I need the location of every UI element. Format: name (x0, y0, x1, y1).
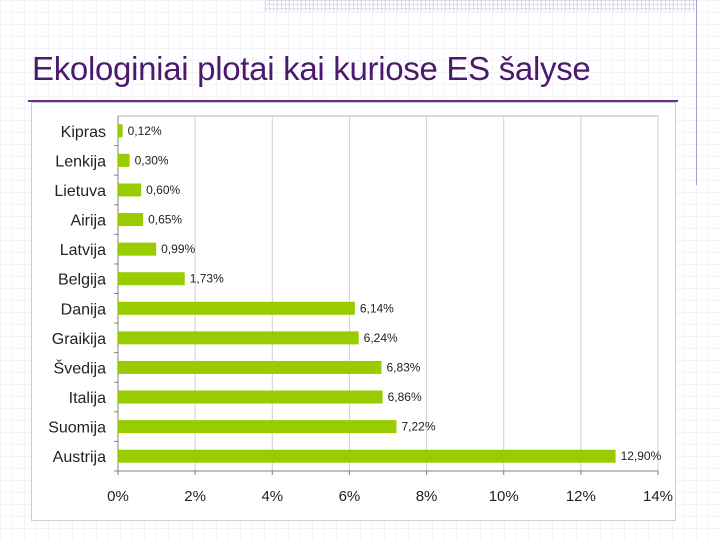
x-tick-label: 12% (566, 488, 596, 505)
bar (118, 242, 157, 256)
bar (118, 124, 123, 138)
x-tick-label: 10% (489, 488, 519, 505)
category-label: Airija (70, 213, 106, 230)
bar (118, 272, 185, 286)
x-tick-label: 2% (184, 488, 206, 505)
data-label: 0,30% (135, 153, 169, 167)
data-label: 0,60% (146, 183, 180, 197)
category-label: Graikija (52, 331, 106, 348)
category-label: Lietuva (54, 183, 106, 200)
x-tick-label: 14% (643, 488, 673, 505)
x-tick-label: 4% (261, 488, 283, 505)
category-label: Kipras (61, 124, 106, 141)
bar (118, 213, 144, 227)
x-tick-label: 6% (339, 488, 361, 505)
bar (118, 420, 397, 434)
data-label: 0,65% (148, 213, 182, 227)
decorative-vertical-line (696, 0, 697, 185)
data-label: 6,86% (388, 390, 422, 404)
category-label: Švedija (54, 358, 107, 377)
bar (118, 153, 130, 167)
bar (118, 449, 616, 463)
data-label: 0,12% (128, 124, 162, 138)
bar (118, 390, 383, 404)
data-label: 1,73% (190, 272, 224, 286)
category-label: Austrija (53, 449, 106, 466)
data-label: 6,83% (386, 360, 420, 374)
data-label: 12,90% (621, 449, 662, 463)
data-label: 6,24% (364, 331, 398, 345)
bar (118, 331, 359, 345)
category-label: Belgija (58, 272, 106, 289)
data-label: 0,99% (161, 242, 195, 256)
data-label: 7,22% (401, 420, 435, 434)
category-label: Lenkija (55, 153, 106, 170)
x-tick-label: 0% (107, 488, 129, 505)
category-label: Italija (69, 390, 106, 407)
data-label: 6,14% (360, 301, 394, 315)
title-underline (28, 100, 678, 102)
x-tick-label: 8% (416, 488, 438, 505)
bar (118, 360, 382, 374)
category-label: Danija (61, 301, 106, 318)
bar (118, 301, 355, 315)
category-label: Latvija (60, 242, 106, 259)
decorative-corner-pattern (265, 0, 695, 12)
slide-title: Ekologiniai plotai kai kuriose ES šalyse (32, 50, 591, 87)
bar (118, 183, 142, 197)
category-label: Suomija (48, 420, 106, 437)
plot-area (117, 115, 659, 472)
